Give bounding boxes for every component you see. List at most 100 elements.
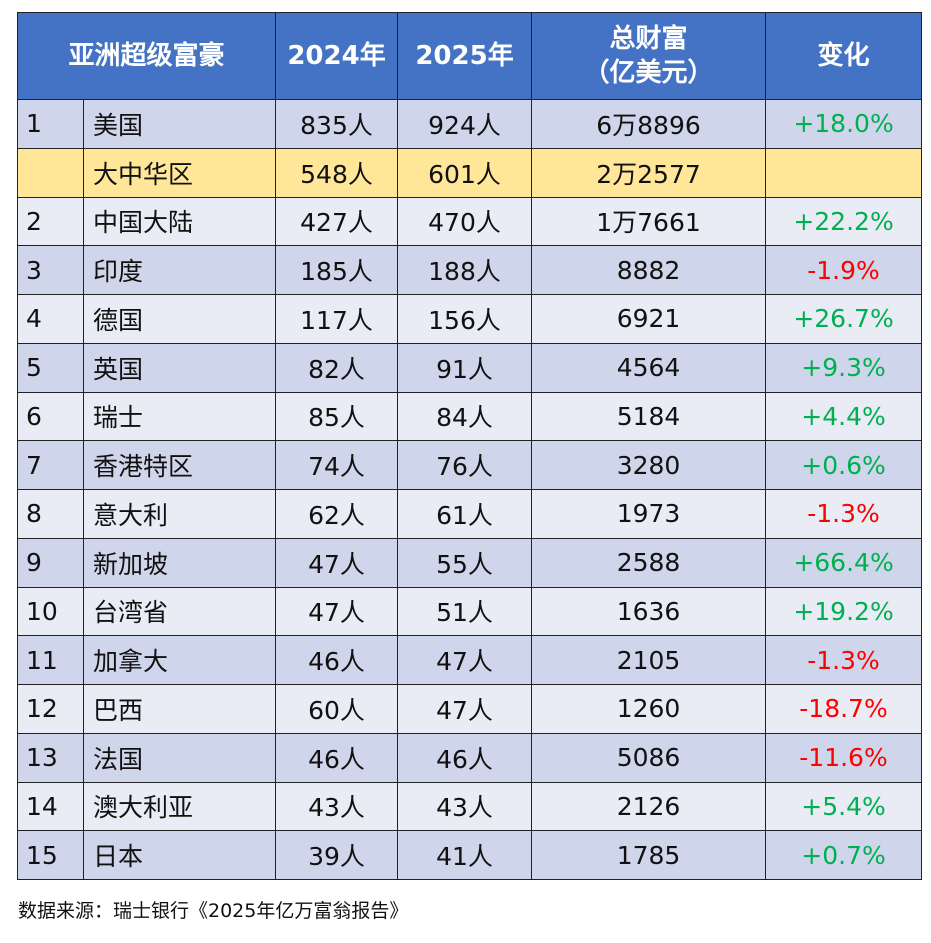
- change-cell: +0.6%: [765, 440, 923, 490]
- count-2024-cell: 43人: [275, 781, 399, 832]
- count-2024-cell: 46人: [275, 732, 399, 783]
- country-cell: 意大利: [82, 489, 277, 539]
- count-2024-cell: 427人: [275, 196, 399, 247]
- table-row: 3 印度 185人 188人 8882 -1.9%: [17, 245, 923, 295]
- count-2025-cell: 156人: [397, 294, 533, 344]
- header-2025: 2025年: [397, 12, 533, 100]
- rank-cell: [17, 147, 84, 198]
- rank-cell: 3: [17, 245, 84, 295]
- wealth-cell: 6921: [531, 294, 767, 344]
- table-row: 1 美国 835人 924人 6万8896 +18.0%: [17, 99, 923, 149]
- count-2025-cell: 43人: [397, 781, 533, 832]
- country-cell: 澳大利亚: [82, 781, 277, 832]
- change-cell: -1.3%: [765, 635, 923, 685]
- country-cell: 中国大陆: [82, 196, 277, 247]
- rank-cell: 10: [17, 586, 84, 637]
- wealth-cell: 1785: [531, 830, 767, 880]
- wealth-cell: 1973: [531, 489, 767, 539]
- table-row: 9 新加坡 47人 55人 2588 +66.4%: [17, 537, 923, 588]
- change-cell: +5.4%: [765, 781, 923, 832]
- table-row: 7 香港特区 74人 76人 3280 +0.6%: [17, 440, 923, 490]
- change-cell: +18.0%: [765, 99, 923, 149]
- wealth-cell: 6万8896: [531, 99, 767, 149]
- wealth-cell: 8882: [531, 245, 767, 295]
- rank-cell: 2: [17, 196, 84, 247]
- count-2024-cell: 74人: [275, 440, 399, 490]
- count-2025-cell: 41人: [397, 830, 533, 880]
- change-cell: -11.6%: [765, 732, 923, 783]
- count-2025-cell: 91人: [397, 342, 533, 393]
- rank-cell: 14: [17, 781, 84, 832]
- rank-cell: 4: [17, 294, 84, 344]
- rank-cell: 12: [17, 684, 84, 734]
- header-wealth: 总财富 （亿美元）: [531, 12, 767, 100]
- table-row: 14 澳大利亚 43人 43人 2126 +5.4%: [17, 781, 923, 832]
- wealth-cell: 5086: [531, 732, 767, 783]
- change-cell: +22.2%: [765, 196, 923, 247]
- wealth-cell: 2105: [531, 635, 767, 685]
- country-cell: 大中华区: [82, 147, 277, 198]
- count-2025-cell: 47人: [397, 684, 533, 734]
- header-title: 亚洲超级富豪: [16, 12, 277, 100]
- count-2025-cell: 46人: [397, 732, 533, 783]
- change-cell: +19.2%: [765, 586, 923, 637]
- billionaires-table: 亚洲超级富豪 2024年 2025年 总财富 （亿美元） 变化 1 美国 835人 92…: [16, 12, 923, 880]
- count-2024-cell: 46人: [275, 635, 399, 685]
- source-note: 数据来源：瑞士银行《2025年亿万富翁报告》: [18, 900, 409, 922]
- count-2024-cell: 39人: [275, 830, 399, 880]
- rank-cell: 9: [17, 537, 84, 588]
- table-row: 4 德国 117人 156人 6921 +26.7%: [17, 294, 923, 344]
- table-row: 5 英国 82人 91人 4564 +9.3%: [17, 342, 923, 393]
- change-cell: -18.7%: [765, 684, 923, 734]
- change-cell: +66.4%: [765, 537, 923, 588]
- table-row: 8 意大利 62人 61人 1973 -1.3%: [17, 489, 923, 539]
- wealth-cell: 2126: [531, 781, 767, 832]
- header-row: 亚洲超级富豪 2024年 2025年 总财富 （亿美元） 变化: [16, 12, 923, 100]
- header-wealth-line2: （亿美元）: [583, 58, 714, 88]
- count-2025-cell: 924人: [397, 99, 533, 149]
- count-2024-cell: 548人: [275, 147, 399, 198]
- country-cell: 英国: [82, 342, 277, 393]
- header-change: 变化: [765, 12, 923, 100]
- wealth-cell: 2588: [531, 537, 767, 588]
- table-row: 11 加拿大 46人 47人 2105 -1.3%: [17, 635, 923, 685]
- table-row: 13 法国 46人 46人 5086 -11.6%: [17, 732, 923, 783]
- change-cell: -1.3%: [765, 489, 923, 539]
- country-cell: 瑞士: [82, 391, 277, 442]
- table-row: 12 巴西 60人 47人 1260 -18.7%: [17, 684, 923, 734]
- count-2025-cell: 601人: [397, 147, 533, 198]
- count-2024-cell: 62人: [275, 489, 399, 539]
- rank-cell: 6: [17, 391, 84, 442]
- count-2025-cell: 61人: [397, 489, 533, 539]
- country-cell: 美国: [82, 99, 277, 149]
- wealth-cell: 1260: [531, 684, 767, 734]
- table-row: 10 台湾省 47人 51人 1636 +19.2%: [17, 586, 923, 637]
- rank-cell: 8: [17, 489, 84, 539]
- country-cell: 香港特区: [82, 440, 277, 490]
- count-2024-cell: 47人: [275, 537, 399, 588]
- wealth-cell: 5184: [531, 391, 767, 442]
- change-cell: +9.3%: [765, 342, 923, 393]
- country-cell: 日本: [82, 830, 277, 880]
- rank-cell: 5: [17, 342, 84, 393]
- count-2024-cell: 60人: [275, 684, 399, 734]
- country-cell: 巴西: [82, 684, 277, 734]
- count-2024-cell: 85人: [275, 391, 399, 442]
- count-2024-cell: 47人: [275, 586, 399, 637]
- count-2025-cell: 188人: [397, 245, 533, 295]
- change-cell: -1.9%: [765, 245, 923, 295]
- wealth-cell: 4564: [531, 342, 767, 393]
- rank-cell: 13: [17, 732, 84, 783]
- count-2025-cell: 55人: [397, 537, 533, 588]
- rank-cell: 15: [17, 830, 84, 880]
- table-row: 2 中国大陆 427人 470人 1万7661 +22.2%: [17, 196, 923, 247]
- country-cell: 德国: [82, 294, 277, 344]
- country-cell: 印度: [82, 245, 277, 295]
- change-cell: +26.7%: [765, 294, 923, 344]
- wealth-cell: 1万7661: [531, 196, 767, 247]
- country-cell: 加拿大: [82, 635, 277, 685]
- count-2025-cell: 47人: [397, 635, 533, 685]
- change-cell: [765, 147, 923, 198]
- header-2024: 2024年: [275, 12, 399, 100]
- table-row: 6 瑞士 85人 84人 5184 +4.4%: [17, 391, 923, 442]
